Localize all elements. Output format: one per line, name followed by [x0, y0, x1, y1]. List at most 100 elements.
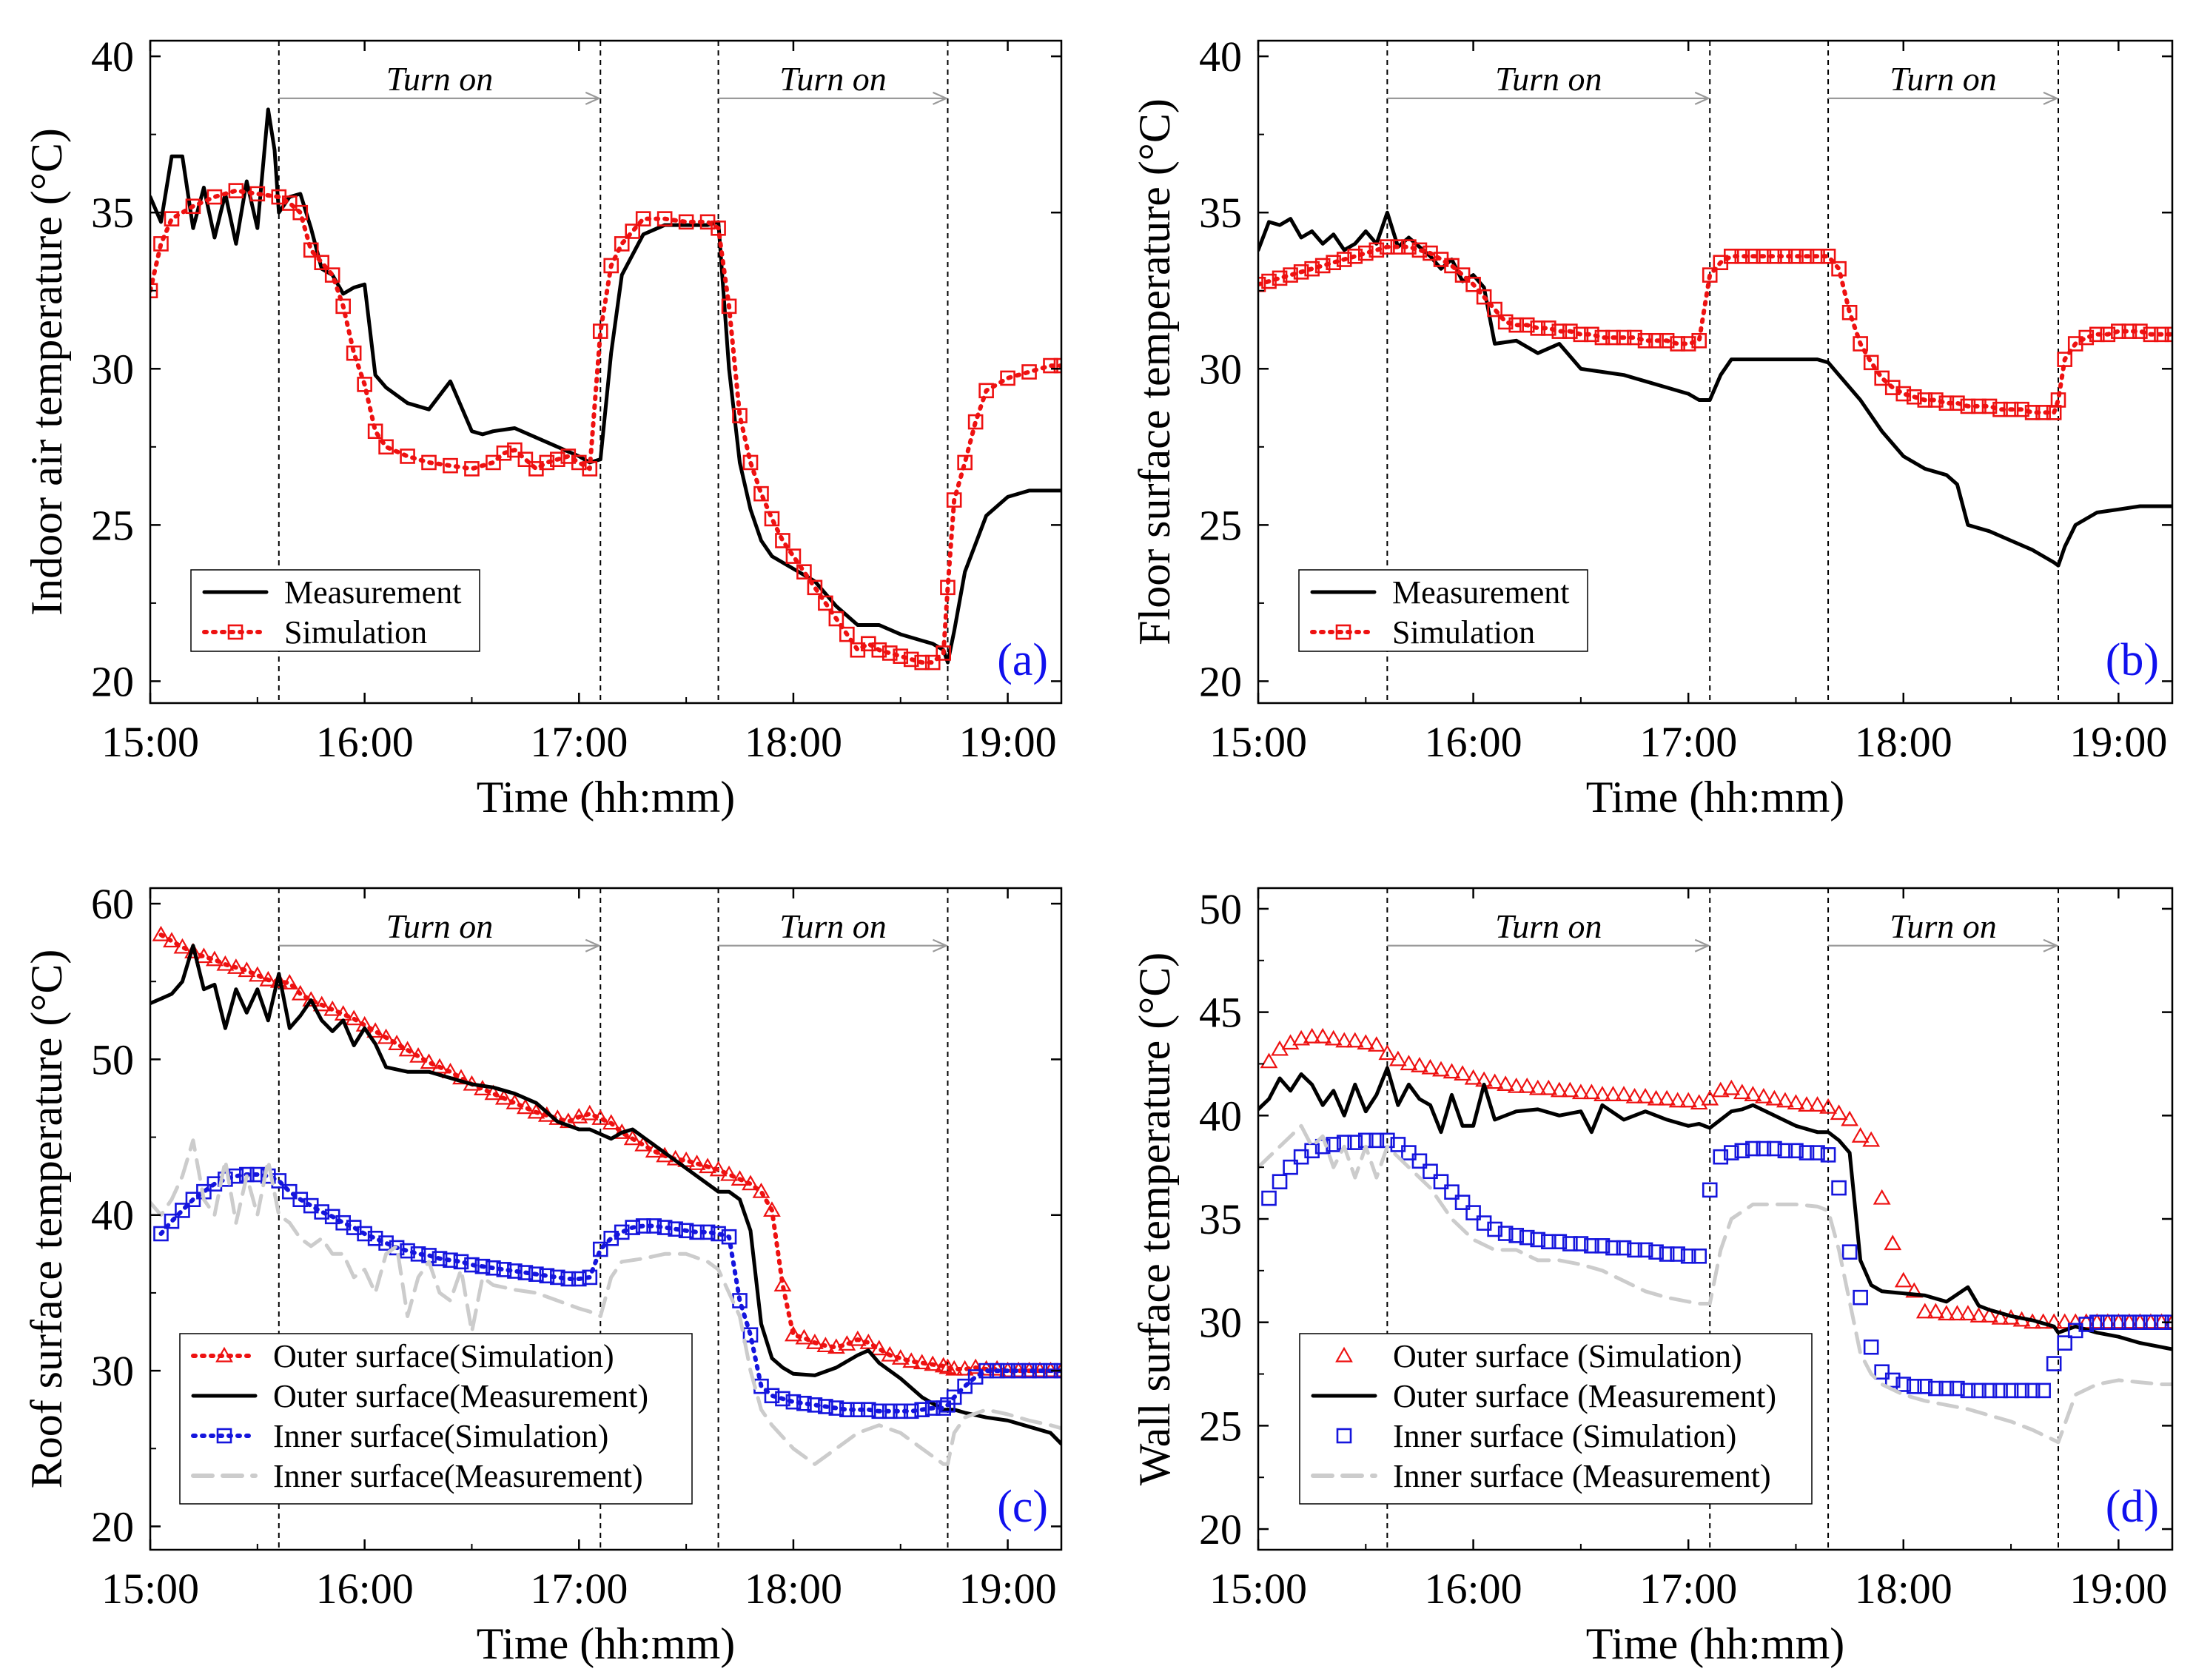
panel-a-series-simulation-point [335, 298, 351, 315]
panel-c-series-outer-surface-measurement [150, 944, 1061, 1446]
panel-d-series-outer-surface-simulation-point [1411, 1057, 1428, 1072]
panel-c-series-inner-surface-simulation-point [924, 1400, 941, 1416]
panel-d-series-inner-surface-simulation-point [1594, 1238, 1611, 1254]
panel-c-series-inner-surface-simulation-point [699, 1224, 716, 1240]
panel-c-series-inner-surface-simulation-point [721, 1229, 737, 1245]
panel-d-series-inner-surface-measurement [1258, 1123, 2172, 1445]
panel-b-series-simulation-point [1390, 239, 1406, 255]
panel-b-series-simulation-point [1573, 326, 1589, 343]
panel-d-series-inner-surface-simulation-point [1971, 1382, 1987, 1399]
panel-b-series-simulation-point [1723, 248, 1739, 264]
panel-c-series-inner-surface-simulation-point [528, 1266, 544, 1282]
panel-a-series-simulation-point [346, 345, 362, 361]
panel-d-legend-entry-marker [1336, 1428, 1352, 1444]
panel-b-legend-entry-label: Measurement [1392, 574, 1569, 611]
panel-c-series-inner-surface-simulation-point [625, 1220, 641, 1235]
panel-a-panel-letter: (a) [997, 635, 1048, 685]
panel-d-series-inner-surface-simulation-point [1659, 1246, 1675, 1262]
panel-a-series-simulation-point [592, 323, 608, 339]
panel-d-series-inner-surface-simulation-point [2024, 1382, 2041, 1399]
panel-d-series-outer-surface-simulation-point [1679, 1092, 1698, 1108]
panel-a-series-simulation-point [839, 626, 855, 642]
panel-b-legend-box [1298, 569, 1588, 652]
panel-c-series-outer-surface-simulation-point [163, 932, 181, 948]
panel-d-series-inner-surface-simulation-point [1497, 1226, 1514, 1241]
panel-a-turn-on-arrowhead [585, 91, 601, 105]
panel-c-series-inner-surface-simulation-point [560, 1271, 577, 1287]
panel-c-series-inner-surface-simulation-point [668, 1221, 683, 1237]
panel-b-series-simulation-point [1476, 289, 1492, 305]
panel-a-series-simulation-point [711, 221, 726, 236]
panel-d-y-tick-label: 50 [1199, 885, 1242, 933]
panel-c-series-inner-surface-simulation-point [496, 1262, 512, 1277]
panel-c-series-outer-surface-simulation-point [452, 1069, 470, 1085]
panel-c-series-inner-surface-simulation-point [742, 1327, 759, 1343]
panel-d-series-inner-surface-simulation-point [2089, 1314, 2105, 1330]
panel-d-series-outer-surface-simulation-point [1582, 1083, 1601, 1100]
panel-b-series-simulation-point [1777, 248, 1793, 264]
panel-c-series-inner-surface-simulation-point [807, 1397, 823, 1413]
panel-d-series-inner-surface-simulation-point [1981, 1382, 1998, 1399]
panel-d-series-outer-surface-simulation-point [1346, 1032, 1364, 1048]
panel-d-series-outer-surface-measurement [1258, 1066, 2172, 1351]
panel-d-series-inner-surface-simulation-point [1454, 1195, 1471, 1210]
panel-d-turn-on-label: Turn on [1495, 907, 1602, 945]
panel-b-series-simulation-point [2089, 326, 2105, 343]
panel-b-series-simulation-point [1841, 304, 1858, 320]
panel-d-series-outer-surface-simulation-point [1937, 1305, 1955, 1321]
panel-c-series-inner-surface-simulation-point [656, 1220, 673, 1235]
panel-d-series-inner-surface-simulation-point [1605, 1240, 1621, 1256]
panel-c-series-outer-surface-simulation-point [956, 1360, 974, 1376]
panel-d-y-tick-label: 30 [1199, 1299, 1242, 1347]
panel-d-x-axis-label: Time (hh:mm) [1586, 1619, 1844, 1668]
panel-c-series-outer-surface-simulation-point [302, 991, 320, 1007]
panel-d-series-inner-surface-simulation-point [1465, 1205, 1481, 1220]
panel-c-series-inner-surface-simulation-point [464, 1257, 480, 1273]
panel-d-series-inner-surface-simulation-point [1283, 1159, 1298, 1175]
panel-a-x-tick-label: 18:00 [745, 718, 842, 766]
panel-c-series-inner-surface-simulation-point [474, 1258, 491, 1274]
panel-c-series-inner-surface-simulation-point [861, 1402, 876, 1417]
panel-b-turn-on-arrowhead [2043, 91, 2059, 105]
panel-a-series-simulation-point [164, 211, 180, 226]
panel-d-series-inner-surface-simulation-point [1777, 1143, 1793, 1159]
panel-c-x-tick-label: 17:00 [530, 1565, 628, 1613]
panel-d-legend-entry: Outer surface (Measurement) [1311, 1378, 1776, 1414]
panel-b-series-group [1258, 210, 2172, 568]
panel-d-series-inner-surface-simulation-point [1304, 1143, 1320, 1159]
panel-c-series-inner-surface-simulation-point [367, 1230, 383, 1246]
panel-d-series-outer-surface-simulation-point [1421, 1058, 1440, 1075]
panel-a-series-simulation-point [314, 255, 330, 271]
panel-d-legend-box [1299, 1333, 1813, 1505]
panel-d-series-inner-surface-simulation-point [2078, 1317, 2095, 1332]
panel-d-series-inner-surface-simulation-point [2100, 1314, 2116, 1330]
panel-c-series-inner-surface-simulation-point [635, 1218, 651, 1234]
panel-b-series-simulation-point [1637, 332, 1653, 349]
panel-b-series-simulation-point [1261, 273, 1277, 289]
panel-a-series-simulation-point [656, 211, 673, 226]
panel-a-series-simulation-point [421, 454, 437, 471]
panel-d-series-outer-surface-simulation-point [1507, 1077, 1525, 1093]
panel-a-series-simulation-point [753, 485, 769, 502]
panel-d-series-inner-surface-simulation-point [1767, 1140, 1782, 1157]
panel-d-series-inner-surface-simulation [1261, 1132, 2172, 1399]
panel-d-series-inner-surface-simulation-point [1723, 1145, 1739, 1160]
panel-c-series-outer-surface-simulation-point [420, 1053, 438, 1069]
panel-b-y-tick-label: 40 [1199, 33, 1242, 81]
panel-d-series-outer-surface-simulation-point [1819, 1098, 1837, 1114]
panel-b-series-simulation-point [1497, 314, 1514, 330]
panel-c-series-inner-surface-simulation-point [946, 1389, 962, 1405]
panel-a-series-simulation-point [764, 511, 780, 527]
panel-d-series-outer-surface-simulation-point [1561, 1081, 1579, 1098]
panel-c-series-outer-surface-simulation-point [226, 958, 245, 974]
panel-a-legend-entry-label: Simulation [284, 614, 427, 651]
panel-a-series-simulation-point [946, 492, 962, 508]
panel-b-series-simulation-point [1444, 258, 1460, 274]
panel-a-series-simulation-point [785, 548, 802, 564]
panel-b-legend-entry-label: Simulation [1392, 614, 1535, 651]
panel-b-y-tick-label: 30 [1199, 345, 1242, 393]
panel-b-series-simulation-point [1820, 248, 1836, 264]
panel-d-series-outer-surface-simulation-point [1722, 1079, 1741, 1095]
panel-d-series-outer-surface-simulation-point [1357, 1034, 1375, 1050]
panel-c-series-outer-surface-simulation-point [785, 1325, 802, 1342]
